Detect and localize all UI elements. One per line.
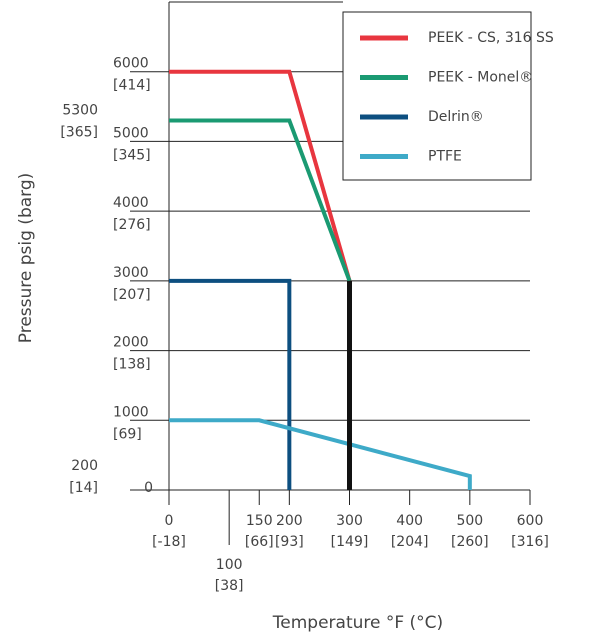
legend-label: PEEK - CS, 316 SS (428, 30, 554, 46)
legend-label: Delrin® (428, 109, 484, 125)
series-line (169, 118, 352, 282)
x-tick-label: 0 (165, 513, 174, 529)
y-tick-label: [414] (113, 78, 151, 94)
x-tick-label: [-18] (152, 534, 186, 550)
legend-label: PTFE (428, 149, 462, 165)
series-line (169, 278, 292, 490)
y-tick-label: 1000 (113, 404, 149, 420)
legend-label: PEEK - Monel® (428, 70, 533, 86)
y-axis-label: Pressure psig (barg) (16, 173, 36, 344)
x-tick-label: [66] (245, 534, 274, 550)
y-tick-label: 5000 (113, 125, 149, 141)
y-tick-label: 200 (71, 458, 98, 474)
y-tick-label: [365] (60, 125, 98, 141)
x-tick-label: 100 (216, 557, 243, 573)
x-tick-label: [93] (275, 534, 304, 550)
x-axis-label: Temperature °F (°C) (272, 613, 443, 633)
x-tick-label: 200 (276, 513, 303, 529)
x-tick-label: 400 (396, 513, 423, 529)
x-tick-label: 300 (336, 513, 363, 529)
x-tick-label: 150 (246, 513, 273, 529)
x-tick-label: [260] (451, 534, 489, 550)
y-tick-label: [14] (69, 480, 98, 496)
y-tick-label: 3000 (113, 265, 149, 281)
y-tick-label: [207] (113, 287, 151, 303)
x-tick-label: 600 (517, 513, 544, 529)
y-tick-label: [276] (113, 217, 151, 233)
y-tick-label: [345] (113, 147, 151, 163)
x-tick-label: [316] (511, 534, 549, 550)
y-tick-label: 5300 (62, 103, 98, 119)
y-tick-label: [138] (113, 357, 151, 373)
x-tick-label: 500 (456, 513, 483, 529)
y-tick-label: [69] (113, 426, 142, 442)
x-tick-label: [204] (391, 534, 429, 550)
x-tick-label: [149] (331, 534, 369, 550)
x-tick-label: [38] (215, 578, 244, 594)
y-tick-label: 2000 (113, 335, 149, 351)
y-tick-label: 0 (144, 480, 153, 496)
series-line (169, 69, 352, 282)
y-tick-label: 6000 (113, 56, 149, 72)
y-tick-label: 4000 (113, 195, 149, 211)
series-line (169, 418, 472, 490)
